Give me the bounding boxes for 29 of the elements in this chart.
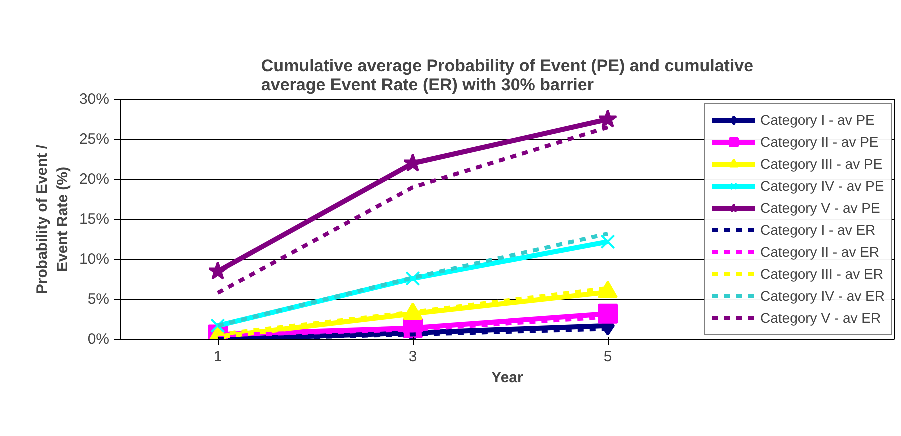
x-tick-label: 1 <box>214 348 222 366</box>
legend-label: Category I - av PE <box>760 112 875 128</box>
legend-label: Category II - av ER <box>760 244 880 260</box>
legend-label: Category IV - av PE <box>760 178 884 194</box>
y-tick-label: 15% <box>79 211 110 228</box>
y-tick-label: 30% <box>79 91 110 108</box>
x-tick-label: 3 <box>408 348 418 366</box>
point <box>598 110 618 128</box>
legend-label: Category V - av PE <box>760 200 880 216</box>
point <box>210 318 226 334</box>
legend-label: Category I - av ER <box>760 222 876 238</box>
legend-label: Category III - av PE <box>760 156 883 172</box>
y-tick-label: 20% <box>79 171 110 188</box>
y-axis-title: Probability of Event / Event Rate (%) <box>34 144 72 294</box>
y-tick-label: 10% <box>79 251 110 268</box>
point <box>208 262 228 280</box>
legend-label: Category IV - av ER <box>760 288 885 304</box>
x-tick-label: 5 <box>604 348 612 366</box>
legend-label: Category III - av ER <box>760 266 884 282</box>
y-tick-label: 25% <box>79 131 110 148</box>
y-tick-label: 5% <box>88 291 110 308</box>
legend-label: Category II - av PE <box>760 134 879 150</box>
y-tick-label: 0% <box>88 331 110 348</box>
x-axis-title: Year <box>492 370 524 386</box>
point <box>598 304 618 324</box>
chart-title: Cumulative average Probability of Event (PE) and cumulative average Event Rate (ER) with 30% barrier <box>261 56 754 94</box>
point <box>406 271 420 286</box>
legend-label: Category V - av ER <box>760 310 882 326</box>
point <box>600 234 616 250</box>
